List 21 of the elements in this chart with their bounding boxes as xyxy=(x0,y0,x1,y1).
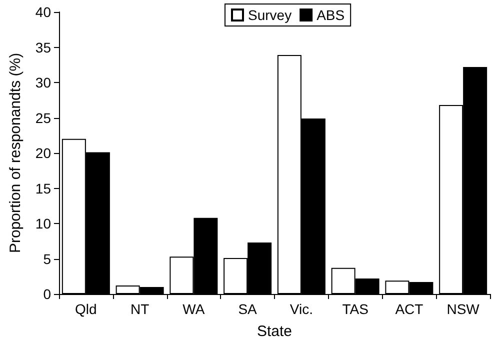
legend-label: Survey xyxy=(248,7,292,23)
x-tick-label: Vic. xyxy=(290,301,313,317)
y-tick-label: 25 xyxy=(35,110,52,126)
x-tick-label: TAS xyxy=(342,301,368,317)
x-tick-label: NT xyxy=(130,301,150,317)
x-axis-title: State xyxy=(256,323,292,340)
y-tick-label: 35 xyxy=(35,39,52,56)
legend-label: ABS xyxy=(316,7,345,23)
y-tick-label: 20 xyxy=(35,145,52,161)
y-tick-label: 30 xyxy=(35,74,52,90)
x-tick-label: ACT xyxy=(395,301,424,317)
y-axis-title: Proportion of responandts (%) xyxy=(7,52,24,254)
x-tick-label: WA xyxy=(182,301,206,317)
x-tick-label: SA xyxy=(238,301,258,317)
y-tick-label: 0 xyxy=(43,286,52,302)
x-tick-label: Qld xyxy=(75,301,97,317)
x-tick-label: NSW xyxy=(446,301,480,317)
y-tick-label: 15 xyxy=(35,180,52,196)
y-tick-label: 10 xyxy=(35,216,52,232)
y-tick-label: 40 xyxy=(35,4,52,20)
y-tick-label: 5 xyxy=(43,250,52,267)
